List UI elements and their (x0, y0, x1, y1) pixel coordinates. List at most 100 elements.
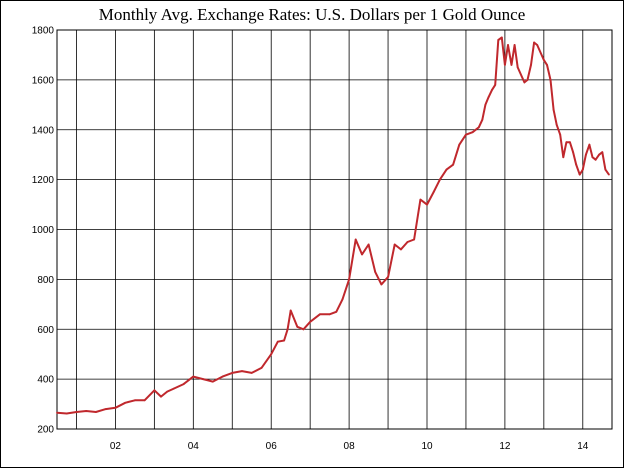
data-point (491, 89, 493, 91)
data-point (569, 141, 571, 144)
data-point (95, 411, 97, 413)
data-point (104, 408, 107, 410)
data-point (562, 156, 565, 159)
data-point (231, 372, 234, 374)
data-point (588, 143, 591, 146)
data-point (221, 375, 224, 378)
data-point (341, 298, 344, 301)
y-tick-label: 400 (37, 375, 54, 386)
y-tick-label: 1200 (32, 175, 55, 186)
data-point (124, 401, 127, 404)
y-tick-label: 200 (37, 425, 54, 436)
plot-area-border (56, 29, 613, 430)
data-point (211, 380, 214, 383)
data-point (533, 41, 535, 44)
data-point (250, 372, 253, 374)
data-point (302, 328, 305, 331)
data-point (367, 243, 370, 246)
data-point (354, 238, 357, 241)
y-tick-label: 1600 (32, 75, 55, 86)
data-point (549, 79, 552, 81)
data-point (585, 153, 587, 156)
data-point (85, 410, 88, 412)
y-tick-label: 600 (37, 325, 54, 336)
data-point (160, 395, 162, 398)
data-point (143, 399, 146, 402)
series-line (56, 36, 610, 415)
data-point (477, 126, 480, 129)
data-point (400, 248, 402, 251)
data-point (374, 271, 377, 273)
data-point (328, 313, 331, 316)
data-point (526, 79, 529, 81)
data-point (270, 353, 273, 356)
data-point (380, 283, 383, 286)
data-point (452, 163, 454, 166)
gridlines (57, 30, 612, 429)
x-axis-ticks: 02 04 06 08 10 12 14 (110, 441, 589, 452)
data-point (546, 64, 548, 66)
data-point (75, 411, 78, 413)
data-point (487, 96, 490, 99)
data-point (426, 203, 428, 206)
data-point (471, 131, 474, 134)
data-point (413, 238, 415, 241)
x-tick-label: 12 (499, 441, 511, 452)
data-point (507, 44, 509, 46)
data-point (393, 243, 396, 246)
data-point (601, 151, 604, 154)
data-point (497, 39, 500, 41)
y-tick-label: 1400 (32, 125, 55, 136)
data-point (542, 59, 545, 61)
data-point (504, 64, 506, 66)
data-point (348, 278, 350, 281)
y-tick-label: 1000 (32, 225, 55, 236)
data-point (172, 387, 175, 390)
data-point (530, 64, 532, 66)
data-point (114, 406, 117, 409)
x-tick-label: 04 (188, 441, 200, 452)
data-point (182, 383, 185, 385)
data-point (516, 66, 519, 69)
data-point (56, 411, 58, 414)
data-point (572, 151, 574, 154)
data-point (594, 158, 597, 161)
data-point (260, 367, 263, 369)
y-axis-ticks: 200 400 600 800 1000 1200 1400 1600 1800 (32, 26, 55, 436)
data-point (153, 389, 156, 392)
data-point (494, 84, 497, 86)
data-point (289, 309, 292, 312)
data-point (559, 133, 562, 136)
y-tick-label: 800 (37, 275, 54, 286)
data-point (552, 108, 555, 111)
data-point (578, 173, 581, 176)
data-point (536, 44, 539, 46)
data-point (387, 276, 389, 278)
data-point (604, 168, 607, 171)
x-tick-label: 02 (110, 441, 122, 452)
data-point (523, 81, 526, 84)
data-point (555, 123, 558, 126)
data-point (565, 141, 568, 144)
x-tick-label: 08 (344, 441, 356, 452)
data-point (335, 310, 338, 313)
data-point (484, 103, 487, 106)
data-point (286, 328, 289, 331)
data-point (500, 36, 503, 39)
series-layer (56, 36, 610, 415)
data-point (439, 178, 441, 181)
data-point (481, 118, 484, 121)
data-point (283, 339, 285, 342)
data-point (319, 313, 321, 316)
data-point (241, 370, 243, 372)
data-point (202, 378, 205, 380)
x-tick-label: 10 (421, 441, 433, 452)
data-point (134, 399, 136, 402)
data-point (406, 241, 409, 243)
data-point (591, 156, 594, 159)
data-point (608, 173, 610, 176)
y-tick-label: 1800 (32, 26, 55, 37)
data-point (276, 340, 279, 343)
